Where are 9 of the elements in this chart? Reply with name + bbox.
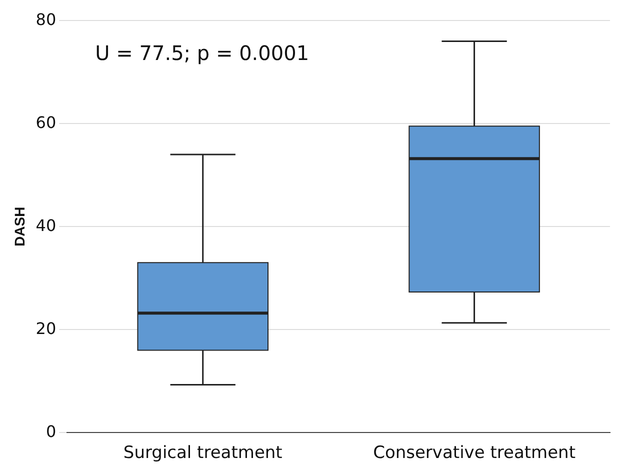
y-tick-label: 80 <box>36 10 56 29</box>
y-tick-label: 40 <box>36 216 56 235</box>
y-axis-title: DASH <box>11 206 28 246</box>
y-tick-label: 20 <box>36 318 56 338</box>
x-tick-label: Conservative treatment <box>373 443 576 464</box>
x-tick-label: Surgical treatment <box>123 443 283 464</box>
y-tick-label: 60 <box>36 112 56 132</box>
y-tick-label: 0 <box>46 422 56 441</box>
annotation: U = 77.5; p = 0.0001 <box>95 40 310 65</box>
